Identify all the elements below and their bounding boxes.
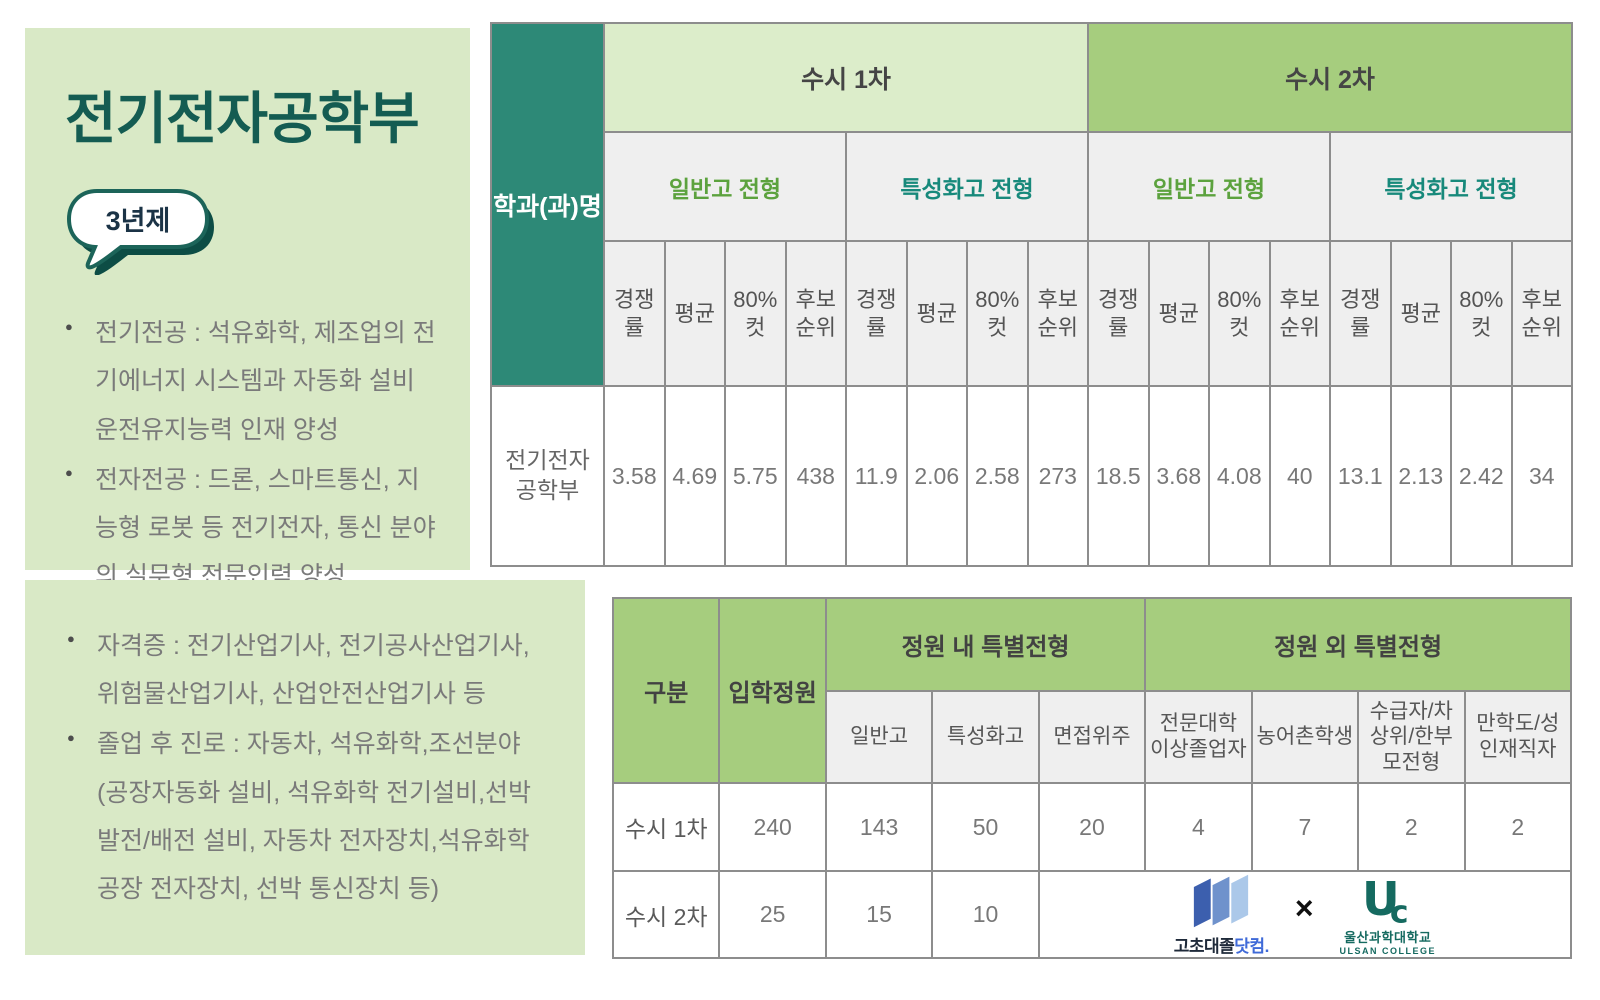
gochodaejol-text-blue: 닷컴. <box>1234 937 1269 956</box>
career-bullet-list: 자격증 : 전기산업기사, 전기공사산업기사, 위험물산업기사, 산업안전산업기… <box>67 622 545 914</box>
metric-header-waitlist: 후보 순위 <box>1510 240 1573 387</box>
uc-monogram-icon: U c <box>1362 874 1409 926</box>
dept-name-cell: 전기전자 공학부 <box>490 385 605 567</box>
sub-header-interview: 면접위주 <box>1037 690 1147 784</box>
svg-text:c: c <box>1390 894 1409 926</box>
metric-header-rate: 경쟁 률 <box>845 240 908 387</box>
gochodaejol-logo: 고초대졸닷컴. <box>1173 873 1270 956</box>
metric-header-waitlist: 후보 순위 <box>1026 240 1089 387</box>
sub-header-college-grads: 전문대학 이상졸업자 <box>1144 690 1253 784</box>
metric-header-avg: 평균 <box>1389 240 1452 387</box>
quota-header-gubun: 구분 <box>611 597 721 784</box>
value-cell: 4.08 <box>1208 385 1271 567</box>
quota-header-out-quota: 정원 외 특별전형 <box>1144 597 1572 692</box>
sub-header-general: 일반고 <box>824 690 934 784</box>
subgroup-header-general: 일반고 전형 <box>1087 131 1331 242</box>
duration-badge: 3년제 <box>65 187 223 275</box>
quota-cell: 240 <box>718 782 827 872</box>
value-cell: 2.42 <box>1450 385 1513 567</box>
sub-header-rural: 농어촌학생 <box>1250 690 1360 784</box>
metric-header-cut: 80% 컷 <box>724 240 787 387</box>
career-info-panel: 자격증 : 전기산업기사, 전기공사산업기사, 위험물산업기사, 산업안전산업기… <box>25 580 585 955</box>
quota-cell: 4 <box>1144 782 1253 872</box>
career-bullet-certificates: 자격증 : 전기산업기사, 전기공사산업기사, 위험물산업기사, 산업안전산업기… <box>67 622 545 719</box>
subgroup-header-vocational: 특성화고 전형 <box>845 131 1089 242</box>
quota-table: 구분 입학정원 정원 내 특별전형 정원 외 특별전형 일반고 특성화고 면접위… <box>611 597 1573 959</box>
collab-x-separator: × <box>1294 889 1314 926</box>
career-bullet-jobs: 졸업 후 진로 : 자동차, 석유화학,조선분야 (공장자동화 설비, 석유화학… <box>67 720 545 913</box>
sub-header-vocational: 특성화고 <box>931 690 1040 784</box>
metric-header-waitlist: 후보 순위 <box>1268 240 1331 387</box>
metric-header-avg: 평균 <box>1147 240 1210 387</box>
uc-name-kr: 울산과학대학교 <box>1344 929 1432 945</box>
quota-cell: 143 <box>824 782 934 872</box>
value-cell: 40 <box>1268 385 1331 567</box>
metric-header-rate: 경쟁 률 <box>603 240 666 387</box>
quota-cell: 10 <box>931 870 1040 959</box>
value-cell: 5.75 <box>724 385 787 567</box>
value-cell: 2.06 <box>905 385 968 567</box>
dept-title: 전기전자공학부 <box>65 87 420 150</box>
corner-header: 학과(과)명 <box>490 22 605 387</box>
value-cell: 2.13 <box>1389 385 1452 567</box>
value-cell: 273 <box>1026 385 1089 567</box>
quota-cell: 7 <box>1250 782 1360 872</box>
dept-bullet-list: 전기전공 : 석유화학, 제조업의 전기에너지 시스템과 자동화 설비 운전유지… <box>65 309 440 601</box>
dept-info-panel: 전기전자공학부 3년제 전기전공 : 석유화학, 제조업의 전기에너지 시스템과… <box>25 28 470 590</box>
metric-header-avg: 평균 <box>663 240 726 387</box>
value-cell: 2.58 <box>966 385 1029 567</box>
quota-cell: 20 <box>1037 782 1147 872</box>
gochodaejol-text-dark: 고초대졸 <box>1173 937 1235 956</box>
metric-header-avg: 평균 <box>905 240 968 387</box>
metric-header-rate: 경쟁 률 <box>1087 240 1150 387</box>
ulsan-college-logo: U c 울산과학대학교 ULSAN COLLEGE <box>1340 874 1437 956</box>
speech-bubble-icon <box>66 189 214 275</box>
dept-bullet-electric: 전기전공 : 석유화학, 제조업의 전기에너지 시스템과 자동화 설비 운전유지… <box>65 309 440 454</box>
subgroup-header-vocational: 특성화고 전형 <box>1329 131 1573 242</box>
value-cell: 34 <box>1510 385 1573 567</box>
dept-bullet-electronic: 전자전공 : 드론, 스마트통신, 지능형 로봇 등 전기전자, 통신 분야의 … <box>65 456 440 601</box>
sub-header-welfare: 수급자/차 상위/한부 모전형 <box>1357 690 1466 784</box>
value-cell: 18.5 <box>1087 385 1150 567</box>
footer-logo-cell: 고초대졸닷컴. × U c 울산과학대학교 ULSAN COLLEGE <box>1037 870 1573 959</box>
books-icon <box>1194 874 1249 928</box>
quota-header-capacity: 입학정원 <box>718 597 827 784</box>
metric-header-rate: 경쟁 률 <box>1329 240 1392 387</box>
quota-cell: 15 <box>824 870 934 959</box>
uc-name-en: ULSAN COLLEGE <box>1339 945 1437 956</box>
duration-badge-label: 3년제 <box>105 205 171 236</box>
value-cell: 438 <box>784 385 847 567</box>
row-label-susi2: 수시 2차 <box>611 870 721 959</box>
value-cell: 3.58 <box>603 385 666 567</box>
row-label-susi1: 수시 1차 <box>611 782 721 872</box>
admission-results-table: 학과(과)명 수시 1차 수시 2차 일반고 전형 특성화고 전형 일반고 전형… <box>490 22 1573 567</box>
metric-header-cut: 80% 컷 <box>1208 240 1271 387</box>
footer-logos: 고초대졸닷컴. × U c 울산과학대학교 ULSAN COLLEGE <box>1041 873 1569 957</box>
value-cell: 11.9 <box>845 385 908 567</box>
svg-text:U: U <box>1362 874 1400 926</box>
quota-cell: 2 <box>1463 782 1572 872</box>
metric-header-waitlist: 후보 순위 <box>784 240 847 387</box>
quota-header-in-quota: 정원 내 특별전형 <box>824 597 1147 692</box>
group-header-susi1: 수시 1차 <box>603 22 1089 133</box>
sub-header-adult: 만학도/성 인재직자 <box>1463 690 1572 784</box>
metric-header-cut: 80% 컷 <box>1450 240 1513 387</box>
value-cell: 3.68 <box>1147 385 1210 567</box>
gochodaejol-wordmark: 고초대졸닷컴. <box>1173 932 1270 956</box>
group-header-susi2: 수시 2차 <box>1087 22 1573 133</box>
quota-cell: 25 <box>718 870 827 959</box>
quota-cell: 2 <box>1357 782 1466 872</box>
subgroup-header-general: 일반고 전형 <box>603 131 847 242</box>
metric-header-cut: 80% 컷 <box>966 240 1029 387</box>
quota-cell: 50 <box>931 782 1040 872</box>
value-cell: 13.1 <box>1329 385 1392 567</box>
value-cell: 4.69 <box>663 385 726 567</box>
